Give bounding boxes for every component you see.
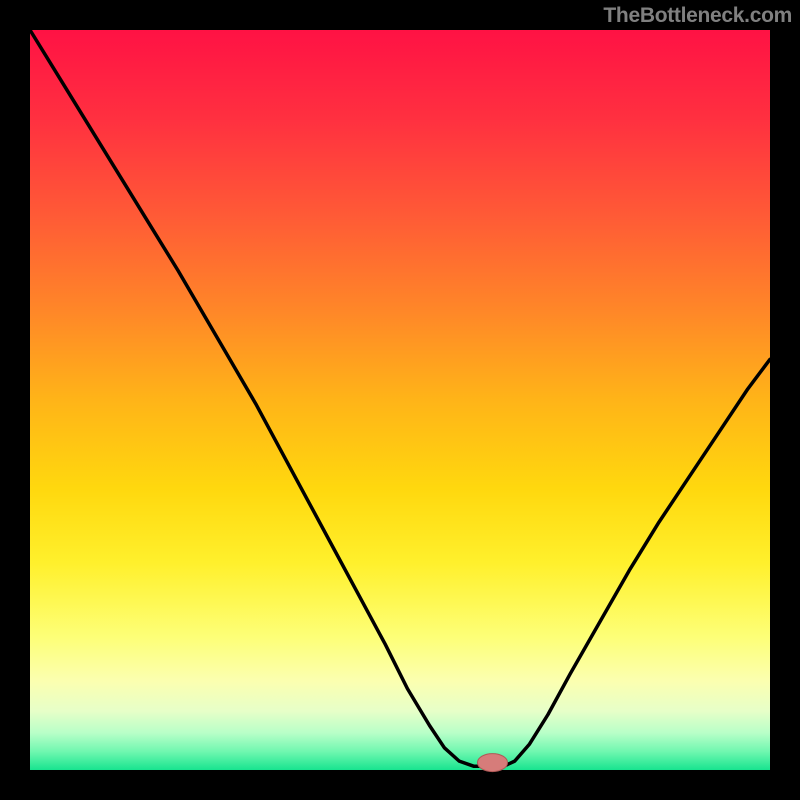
- chart-container: TheBottleneck.com: [0, 0, 800, 800]
- bottleneck-chart: [0, 0, 800, 800]
- plot-gradient-background: [30, 30, 770, 770]
- optimum-marker: [478, 754, 508, 772]
- watermark-text: TheBottleneck.com: [603, 4, 792, 28]
